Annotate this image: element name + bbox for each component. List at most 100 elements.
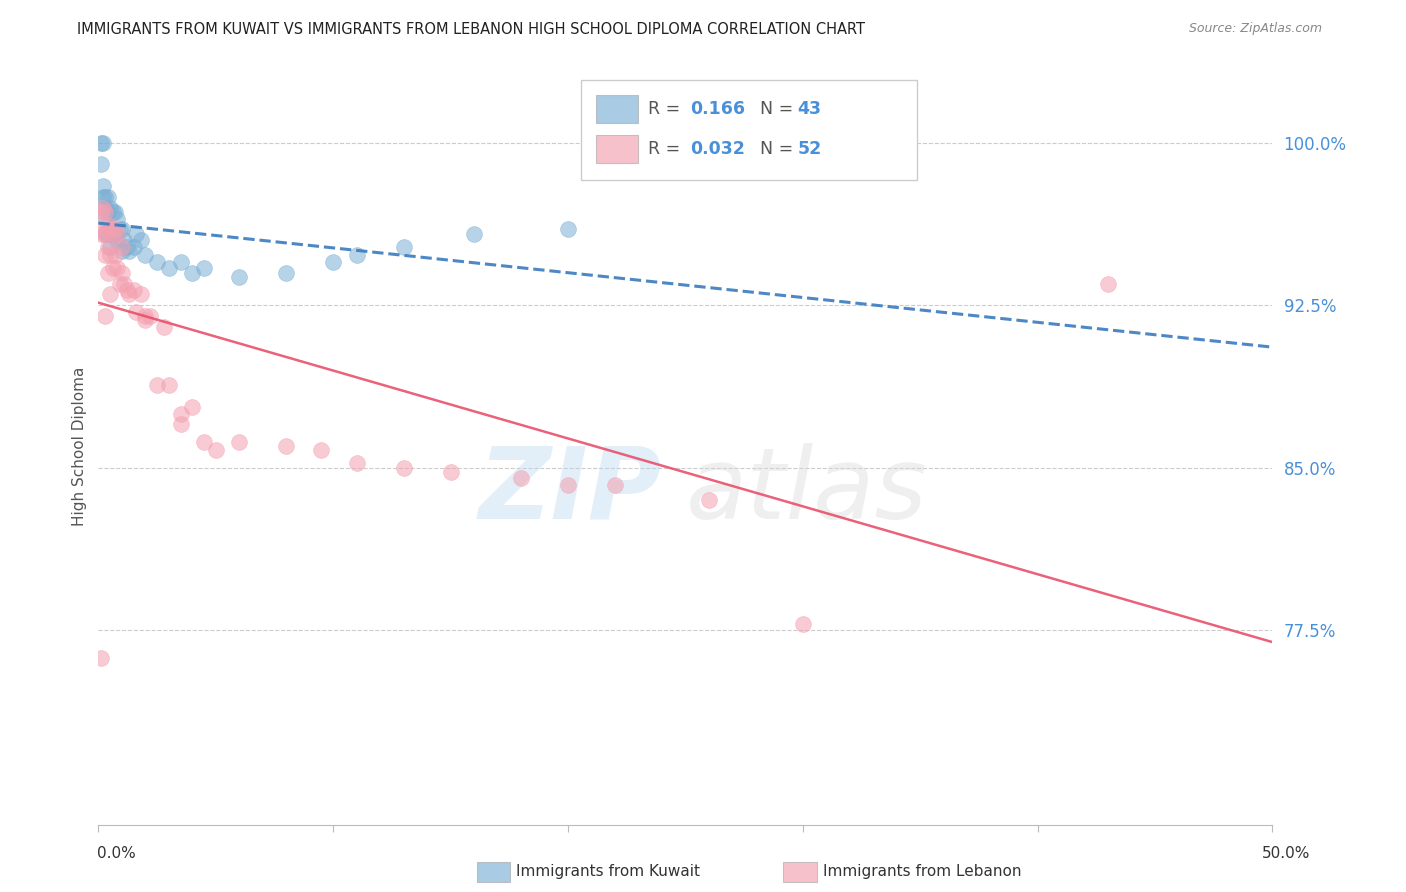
Point <box>181 266 204 280</box>
Point <box>101 205 124 219</box>
Y-axis label: High School Diploma: High School Diploma <box>72 367 87 525</box>
Point <box>97 205 120 219</box>
Point <box>125 304 148 318</box>
Text: R =: R = <box>648 140 686 158</box>
Point <box>94 201 117 215</box>
Point <box>98 222 121 236</box>
Point <box>346 456 368 470</box>
Text: ZIP: ZIP <box>479 443 662 540</box>
Point <box>105 211 128 226</box>
Text: R =: R = <box>648 100 686 118</box>
Point <box>392 460 415 475</box>
Point <box>118 244 141 258</box>
Point <box>90 205 112 219</box>
Text: IMMIGRANTS FROM KUWAIT VS IMMIGRANTS FROM LEBANON HIGH SCHOOL DIPLOMA CORRELATIO: IMMIGRANTS FROM KUWAIT VS IMMIGRANTS FRO… <box>77 22 865 37</box>
Point <box>276 439 298 453</box>
Point <box>97 190 120 204</box>
Point <box>557 478 579 492</box>
Point <box>118 287 141 301</box>
Point <box>94 211 117 226</box>
Text: 43: 43 <box>797 100 821 118</box>
Point <box>90 651 112 665</box>
Point <box>108 277 131 291</box>
Point <box>115 240 138 254</box>
Point <box>169 407 191 421</box>
Text: 0.032: 0.032 <box>690 140 745 158</box>
Point <box>697 493 720 508</box>
Point <box>94 309 117 323</box>
Point <box>98 222 121 236</box>
Point <box>111 240 134 254</box>
Point <box>792 616 814 631</box>
Point <box>134 248 156 262</box>
Point <box>90 227 112 241</box>
Point <box>108 222 131 236</box>
Point <box>129 233 152 247</box>
Point <box>122 283 145 297</box>
Point <box>134 309 156 323</box>
Point <box>91 201 114 215</box>
Point <box>91 222 114 236</box>
Point <box>98 248 121 262</box>
Point <box>125 227 148 241</box>
Point <box>97 227 120 241</box>
Text: N =: N = <box>749 140 799 158</box>
Point <box>169 255 191 269</box>
Point <box>104 205 127 219</box>
Text: 0.166: 0.166 <box>690 100 745 118</box>
Point <box>146 255 169 269</box>
Point <box>98 201 121 215</box>
Point <box>97 240 120 254</box>
Point <box>97 266 120 280</box>
Text: Source: ZipAtlas.com: Source: ZipAtlas.com <box>1188 22 1322 36</box>
Point <box>105 233 128 247</box>
Point <box>139 309 162 323</box>
Point <box>104 222 127 236</box>
Point <box>94 227 117 241</box>
Point <box>101 227 124 241</box>
Point <box>157 378 180 392</box>
Point <box>112 277 135 291</box>
Point <box>193 261 215 276</box>
Point <box>193 434 215 449</box>
Point <box>157 261 180 276</box>
Point <box>98 287 121 301</box>
Point <box>205 443 228 458</box>
Point <box>91 136 114 150</box>
Point <box>101 261 124 276</box>
Point <box>463 227 485 241</box>
Point <box>169 417 191 432</box>
Point <box>115 283 138 297</box>
Point <box>181 400 204 414</box>
Text: Immigrants from Lebanon: Immigrants from Lebanon <box>823 864 1021 879</box>
Point <box>105 261 128 276</box>
Point <box>97 218 120 232</box>
Point <box>91 179 114 194</box>
Text: 50.0%: 50.0% <box>1263 847 1310 861</box>
Point <box>1097 277 1119 291</box>
Text: atlas: atlas <box>686 443 927 540</box>
Point <box>105 227 128 241</box>
Point <box>90 136 112 150</box>
Point <box>94 190 117 204</box>
Point <box>112 233 135 247</box>
Point <box>228 434 250 449</box>
Point <box>104 248 127 262</box>
Point <box>439 465 461 479</box>
Point <box>311 443 333 458</box>
Point <box>322 255 344 269</box>
Point <box>146 378 169 392</box>
Point <box>134 313 156 327</box>
Point <box>111 244 134 258</box>
Point <box>228 270 250 285</box>
Point <box>276 266 298 280</box>
Point <box>392 240 415 254</box>
Point <box>101 227 124 241</box>
Text: 52: 52 <box>797 140 821 158</box>
Text: N =: N = <box>749 100 799 118</box>
Point <box>91 190 114 204</box>
Text: 0.0%: 0.0% <box>97 847 136 861</box>
Point <box>90 157 112 171</box>
Point <box>104 227 127 241</box>
Point <box>346 248 368 262</box>
